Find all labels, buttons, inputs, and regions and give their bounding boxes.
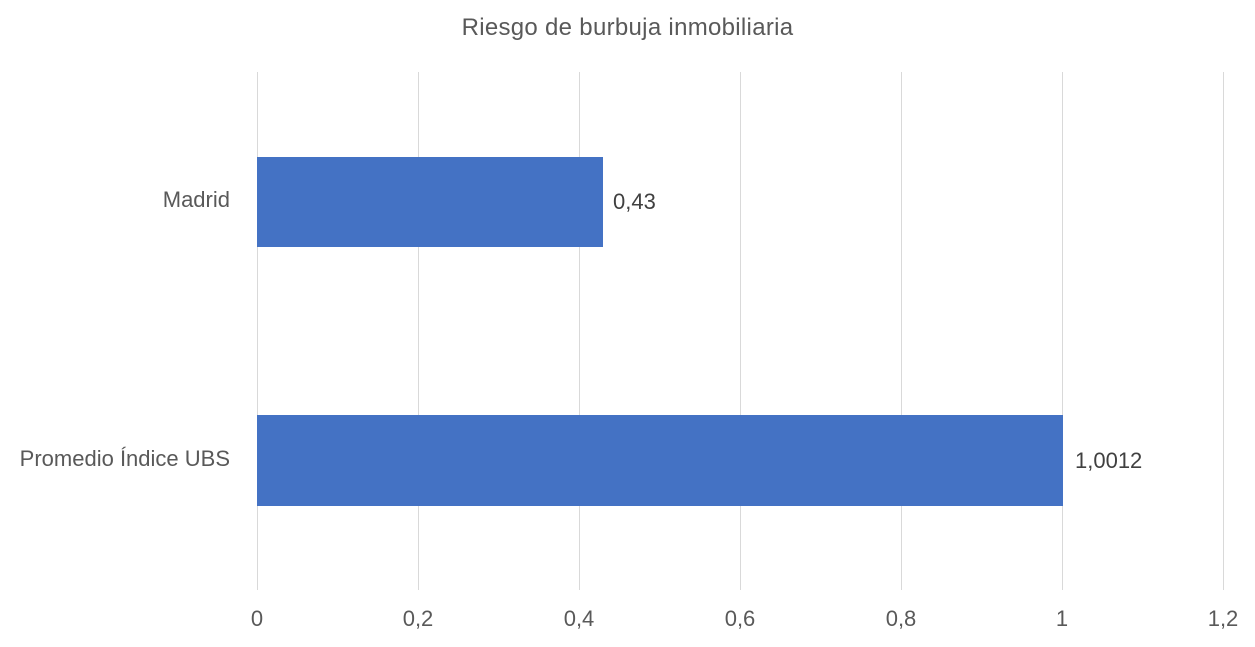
x-tick-label: 0,6: [724, 606, 756, 631]
category-label-madrid: Madrid: [162, 187, 230, 212]
gridline: [257, 72, 258, 590]
x-tick-label: 0: [250, 606, 264, 631]
data-label-promedio-ubs: 1,0012: [1075, 448, 1143, 473]
chart-title: Riesgo de burbuja inmobiliaria: [461, 14, 794, 41]
gridline: [1062, 72, 1063, 590]
x-tick-label: 0,2: [402, 606, 434, 631]
x-tick-label: 0,8: [885, 606, 917, 631]
x-tick-label: 1,2: [1207, 606, 1239, 631]
gridline: [579, 72, 580, 590]
gridline: [740, 72, 741, 590]
category-label-promedio-ubs: Promedio Índice UBS: [19, 446, 230, 471]
bar-promedio-ubs: [257, 415, 1063, 506]
gridline: [418, 72, 419, 590]
bar-madrid: [257, 157, 603, 247]
x-tick-label: 0,4: [563, 606, 595, 631]
x-tick-label: 1: [1055, 606, 1069, 631]
gridline: [1223, 72, 1224, 590]
data-label-madrid: 0,43: [613, 189, 656, 214]
gridline: [901, 72, 902, 590]
